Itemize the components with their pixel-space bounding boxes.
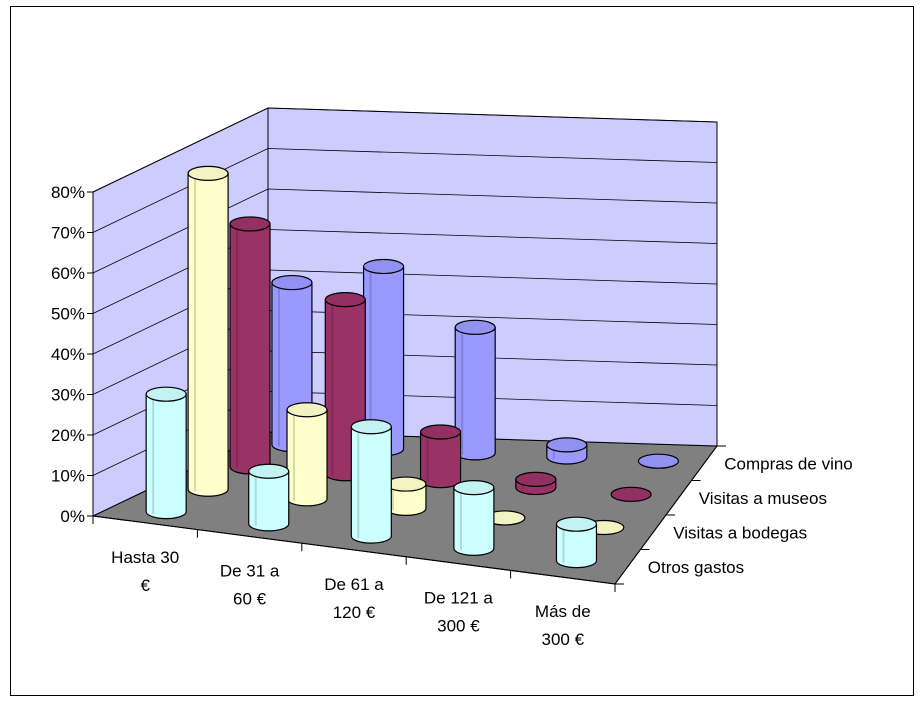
y-tick-label: 50% (51, 305, 85, 324)
x-tick-label: De 31 a (220, 561, 280, 580)
chart-frame: 0% 10% 20% 30% 40% 50% 60% 70% 80% Hasta 30 € De 3… (10, 6, 914, 696)
y-tick-label: 80% (51, 183, 85, 202)
cylinder (286, 402, 328, 507)
series-label: Visitas a bodegas (673, 523, 807, 542)
cylinder-top (610, 486, 652, 502)
cylinder-body (453, 487, 495, 556)
y-tick-label: 40% (51, 345, 85, 364)
gridline (92, 107, 718, 193)
cylinder (454, 319, 496, 461)
gridline (92, 188, 718, 274)
x-tick-label: 60 € (233, 589, 267, 608)
x-tick-label: Más de (535, 602, 591, 621)
cylinder-top (546, 437, 588, 453)
y-tick-label: 10% (51, 467, 85, 486)
cylinder-body (187, 172, 229, 497)
cylinder (229, 216, 271, 475)
y-tick-label: 20% (51, 426, 85, 445)
gridline (92, 148, 718, 233)
cylinder (453, 480, 495, 556)
cylinder (515, 471, 557, 496)
cylinder (145, 386, 187, 520)
y-tick-label: 60% (51, 264, 85, 283)
cylinder-top (271, 274, 313, 291)
cylinder-top (385, 476, 427, 492)
y-tick-label: 0% (60, 507, 85, 526)
y-tick-label: 70% (51, 224, 85, 243)
cylinder-top (286, 402, 328, 418)
cylinder-top (350, 419, 392, 435)
cylinder (610, 486, 652, 502)
series-label: Visitas a museos (699, 489, 827, 508)
cylinder-body (555, 523, 598, 569)
x-tick-label: € (140, 576, 150, 595)
cylinder-top (515, 471, 557, 487)
cylinder (555, 516, 598, 569)
cylinder (419, 424, 462, 489)
cylinders (145, 165, 680, 569)
chart: 0% 10% 20% 30% 40% 50% 60% 70% 80% Hasta 30 € De 3… (51, 107, 853, 649)
x-tick-label: Hasta 30 (111, 548, 179, 567)
cylinder-top (187, 165, 229, 181)
x-tick-label: 300 € (437, 617, 480, 636)
cylinder-top (248, 463, 290, 479)
cylinder (385, 476, 427, 516)
cylinder (248, 463, 290, 532)
cylinder-top (454, 319, 496, 335)
cylinder (637, 453, 680, 469)
cylinder-top (324, 292, 366, 308)
cylinder-body (350, 426, 392, 544)
cylinder-top (229, 216, 271, 232)
y-tick-label: 30% (51, 386, 85, 405)
series-axis: Otros gastos Visitas a bodegas Visitas a m… (614, 445, 853, 585)
cylinder-top (555, 516, 598, 532)
cylinder-top (637, 453, 680, 469)
x-tick-label: 300 € (542, 630, 585, 649)
cylinder-top (362, 258, 405, 275)
cylinder (546, 437, 588, 465)
x-axis: Hasta 30 € De 31 a 60 € De 61 a 120 € De 121 a… (92, 515, 616, 649)
x-tick-label: De 61 a (324, 575, 384, 594)
cylinder-body (145, 393, 187, 520)
cylinder (350, 419, 392, 544)
y-axis: 0% 10% 20% 30% 40% 50% 60% 70% 80% (51, 183, 94, 526)
x-axis-line (92, 515, 616, 585)
cylinder-top (145, 386, 187, 402)
series-label: Otros gastos (648, 558, 744, 577)
cylinder-top (419, 424, 462, 440)
series-label: Compras de vino (724, 454, 853, 473)
cylinder-body (248, 470, 290, 532)
cylinder (362, 258, 405, 457)
cylinder-top (453, 480, 495, 496)
x-tick-label: 120 € (333, 603, 376, 622)
x-tick-label: De 121 a (424, 589, 494, 608)
cylinder (187, 165, 229, 497)
